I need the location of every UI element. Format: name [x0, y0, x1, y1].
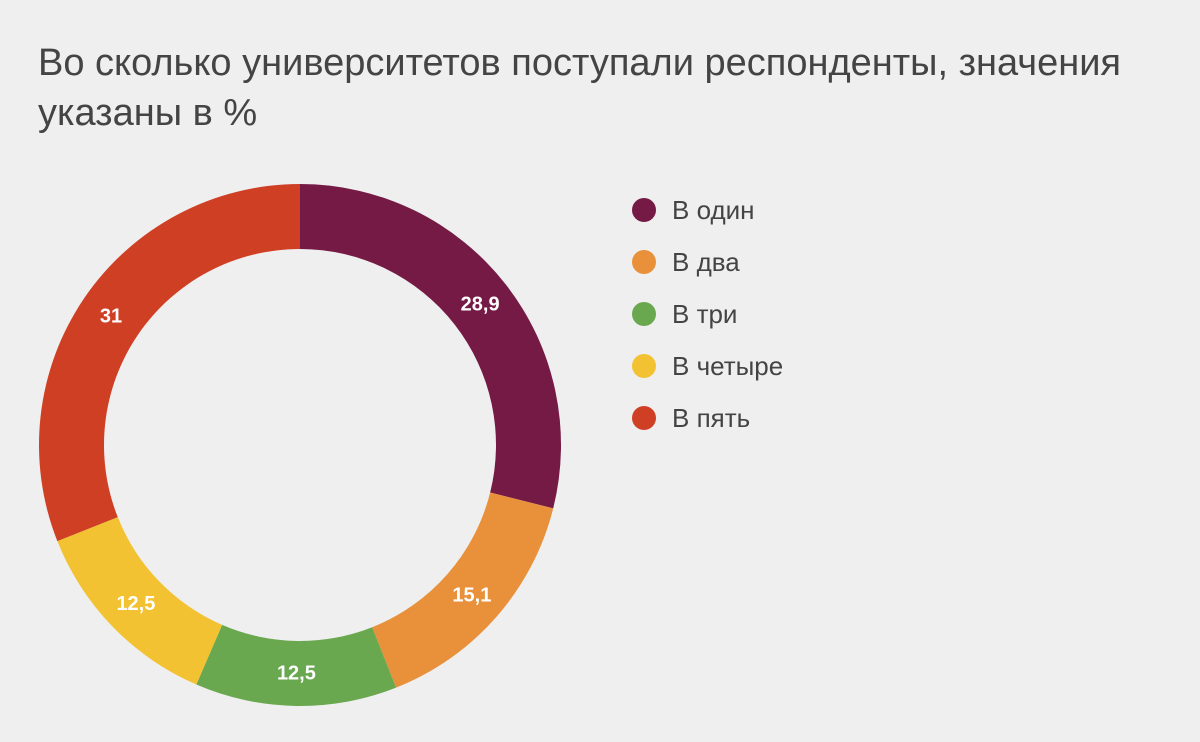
donut-slices	[38, 184, 561, 706]
slice-4	[57, 517, 223, 685]
legend-item: В два	[632, 236, 783, 288]
legend-item: В четыре	[632, 340, 783, 392]
slice-value-label: 12,5	[116, 593, 155, 615]
legend-item: В один	[632, 184, 783, 236]
chart-title: Во сколько университетов поступали респо…	[38, 42, 1121, 134]
slice-value-label: 31	[100, 306, 122, 328]
legend-swatch-icon	[632, 198, 656, 222]
legend-label: В один	[672, 194, 755, 225]
slice-value-label: 28,9	[461, 293, 500, 315]
slice-3	[196, 624, 397, 706]
legend-swatch-icon	[632, 302, 656, 326]
legend-item: В три	[632, 288, 783, 340]
slice-value-label: 15,1	[452, 585, 491, 607]
slice-labels: 28,9 15,1 12,5 12,5 31	[100, 293, 500, 684]
slice-5	[38, 184, 301, 542]
legend-swatch-icon	[632, 354, 656, 378]
slice-2	[372, 492, 554, 688]
chart-legend: В один В два В три В четыре В пять	[632, 184, 783, 444]
legend-label: В пять	[672, 402, 751, 433]
slice-1	[300, 184, 561, 509]
legend-swatch-icon	[632, 250, 656, 274]
legend-label: В четыре	[672, 350, 784, 381]
legend-label: В три	[672, 298, 738, 329]
legend-item: В пять	[632, 392, 783, 444]
legend-label: В два	[672, 246, 740, 277]
legend-swatch-icon	[632, 406, 656, 430]
slice-value-label: 12,5	[277, 662, 316, 684]
